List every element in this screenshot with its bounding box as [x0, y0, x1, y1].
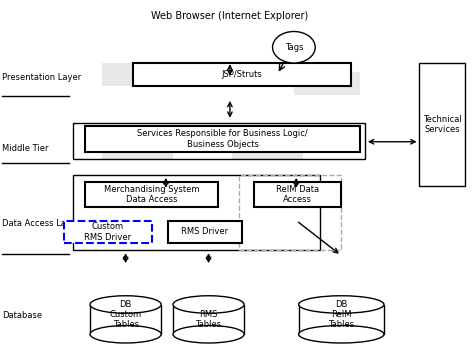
Text: Custom
RMS Driver: Custom RMS Driver [84, 222, 131, 241]
Text: DB: DB [119, 300, 132, 309]
Text: RMS Driver: RMS Driver [182, 228, 228, 236]
Ellipse shape [173, 296, 244, 313]
Text: Services Responsible for Business Logic/
Business Objects: Services Responsible for Business Logic/… [137, 130, 308, 149]
Bar [73, 175, 320, 250]
Text: Web Browser (Internet Explorer): Web Browser (Internet Explorer) [151, 11, 309, 21]
Ellipse shape [90, 326, 161, 343]
Bar [168, 220, 242, 243]
Text: Technical
Services: Technical Services [423, 114, 461, 134]
Bar [419, 63, 465, 186]
Text: Custom
Tables: Custom Tables [109, 310, 142, 329]
Bar [239, 175, 341, 250]
Text: Merchandising System
Data Access: Merchandising System Data Access [104, 184, 200, 204]
Bar [64, 220, 152, 243]
Bar [254, 182, 341, 206]
FancyBboxPatch shape [294, 72, 360, 95]
Bar [90, 304, 161, 334]
Bar [133, 63, 351, 86]
Bar [85, 126, 360, 152]
Text: Tags: Tags [284, 43, 303, 52]
Text: Database: Database [2, 310, 43, 320]
FancyBboxPatch shape [102, 63, 159, 86]
Bar [73, 122, 365, 159]
FancyBboxPatch shape [102, 133, 173, 159]
Ellipse shape [173, 326, 244, 343]
FancyBboxPatch shape [232, 133, 303, 159]
Text: Presentation Layer: Presentation Layer [2, 72, 82, 82]
Ellipse shape [90, 296, 161, 313]
Bar [85, 182, 218, 206]
Bar [173, 304, 244, 334]
Text: JSP/Struts: JSP/Struts [221, 70, 262, 79]
Text: RMS
Tables: RMS Tables [195, 310, 222, 329]
Ellipse shape [299, 326, 384, 343]
Bar [299, 304, 384, 334]
Text: ReIM Data
Access: ReIM Data Access [276, 184, 319, 204]
Circle shape [273, 32, 315, 63]
Text: DB: DB [335, 300, 347, 309]
Text: Middle Tier: Middle Tier [2, 144, 49, 153]
Ellipse shape [299, 296, 384, 313]
Text: Data Access Layer: Data Access Layer [2, 219, 80, 229]
Text: ReIM
Tables: ReIM Tables [328, 310, 355, 329]
